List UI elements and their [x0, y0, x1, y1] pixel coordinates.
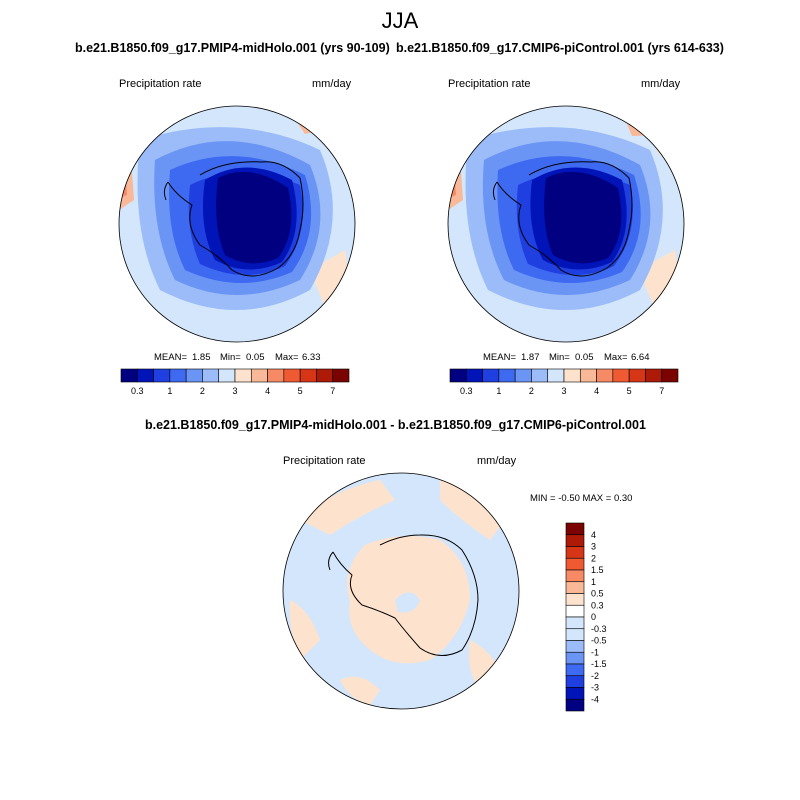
diff-colorbar-tick-label: -0.3 — [591, 624, 607, 634]
diff-colorbar-swatch — [565, 581, 585, 594]
diff-colorbar-swatch — [565, 569, 585, 583]
diff-colorbar-tick-label: -3 — [591, 683, 599, 693]
panel-2-coastline — [492, 161, 633, 277]
diff-colorbar-swatch — [565, 593, 585, 606]
panel-1-colorbar-tick-label: 4 — [265, 386, 270, 396]
diff-colorbar-swatch — [565, 604, 585, 618]
panel-2-variable-label: Precipitation rate — [448, 78, 531, 90]
panel-1-min-label: Min= — [220, 352, 241, 363]
diff-colorbar-tick-label: -2 — [591, 671, 599, 681]
panel-1-colorbar-tick-label: 0.3 — [131, 386, 144, 396]
panel-2-colorbar-tick-label: 0.3 — [460, 386, 473, 396]
panel-2-colorbar-tick-label: 7 — [659, 386, 664, 396]
panel-2-colorbar-swatch — [661, 368, 679, 383]
main-title: JJA — [381, 8, 419, 33]
diff-colorbar-tick-label: 0.5 — [591, 589, 604, 599]
panel-2-units-label: mm/day — [641, 78, 681, 90]
panel-1-colorbar-tick-label: 3 — [232, 386, 237, 396]
panel-1-variable-label: Precipitation rate — [119, 78, 202, 90]
diff-colorbar-tick-label: 1 — [591, 577, 596, 587]
diff-colorbar-tick-label: 0.3 — [591, 600, 604, 610]
diff-colorbar-swatch — [565, 534, 585, 547]
diff-precip-field — [283, 473, 519, 709]
panel-1-min-value: 0.05 — [246, 352, 265, 363]
diff-colorbar-swatch — [565, 557, 585, 571]
panel-1-coastline — [163, 161, 304, 277]
diff-colorbar-tick-label: -4 — [591, 694, 599, 704]
diff-colorbar-tick-label: 3 — [591, 542, 596, 552]
diff-colorbar-swatch — [565, 522, 585, 536]
diff-colorbar-tick-label: -0.5 — [591, 636, 607, 646]
panel-2-colorbar-tick-label: 3 — [561, 386, 566, 396]
panel-2-colorbar-tick-label: 5 — [627, 386, 632, 396]
panel-2-colorbar-tick-label: 4 — [594, 386, 599, 396]
panel-2-min-label: Min= — [549, 352, 570, 363]
panel-2-mean-value: 1.87 — [521, 352, 540, 363]
panel-1-max-label: Max= — [275, 352, 299, 363]
panel-2-colorbar: 0.3 1 2 3 4 5 7 — [449, 368, 679, 396]
diff-colorbar-swatch — [565, 675, 585, 688]
panel-1-units-label: mm/day — [312, 78, 352, 90]
diff-colorbar-swatch — [565, 663, 585, 677]
diff-colorbar-swatch — [565, 651, 585, 665]
panel-2-min-value: 0.05 — [575, 352, 594, 363]
diff-colorbar-swatch — [565, 616, 585, 630]
diff-min-max: MIN = -0.50 MAX = 0.30 — [530, 493, 633, 504]
diff-colorbar-swatch — [565, 698, 585, 712]
panel-2-precip-field — [448, 106, 684, 342]
diff-colorbar: 4 32 1.5 1 0.50.3 0 -0.3 -0.5-1 -1.5 -2 -3-4 — [565, 522, 607, 712]
panel-1-max-value: 6.33 — [302, 352, 321, 363]
diff-title: b.e21.B1850.f09_g17.PMIP4-midHolo.001 - … — [145, 418, 646, 432]
panel-2-max-value: 6.64 — [631, 352, 650, 363]
panel-2-colorbar-tick-label: 1 — [496, 386, 501, 396]
panel-1-title: b.e21.B1850.f09_g17.PMIP4-midHolo.001 (y… — [75, 41, 390, 55]
panel-2-title: b.e21.B1850.f09_g17.CMIP6-piControl.001 … — [396, 41, 724, 55]
diff-colorbar-swatch — [565, 687, 585, 700]
diff-colorbar-tick-label: 4 — [591, 530, 596, 540]
diff-colorbar-swatch — [565, 628, 585, 641]
diff-variable-label: Precipitation rate — [283, 455, 366, 467]
diff-units-label: mm/day — [477, 455, 517, 467]
panel-2-max-label: Max= — [604, 352, 628, 363]
panel-1-colorbar: 0.3 1 2 3 4 5 7 — [120, 368, 350, 396]
panel-2-mean-label: MEAN= — [483, 352, 516, 363]
diff-coastline — [328, 534, 479, 656]
panel-1-colorbar-tick-label: 7 — [330, 386, 335, 396]
panel-1-colorbar-tick-label: 1 — [167, 386, 172, 396]
panel-1-colorbar-tick-label: 2 — [200, 386, 205, 396]
panel-1-colorbar-swatch — [332, 368, 350, 383]
diff-colorbar-tick-label: -1 — [591, 647, 599, 657]
diff-colorbar-tick-label: 1.5 — [591, 565, 604, 575]
panel-2-colorbar-tick-label: 2 — [529, 386, 534, 396]
diff-colorbar-tick-label: 0 — [591, 612, 596, 622]
panel-1-mean-value: 1.85 — [192, 352, 211, 363]
panel-1-mean-label: MEAN= — [154, 352, 187, 363]
panel-1-colorbar-tick-label: 5 — [298, 386, 303, 396]
diff-colorbar-swatch — [565, 640, 585, 653]
diff-colorbar-tick-label: -1.5 — [591, 659, 607, 669]
diff-colorbar-tick-label: 2 — [591, 553, 596, 563]
diff-colorbar-swatch — [565, 546, 585, 559]
